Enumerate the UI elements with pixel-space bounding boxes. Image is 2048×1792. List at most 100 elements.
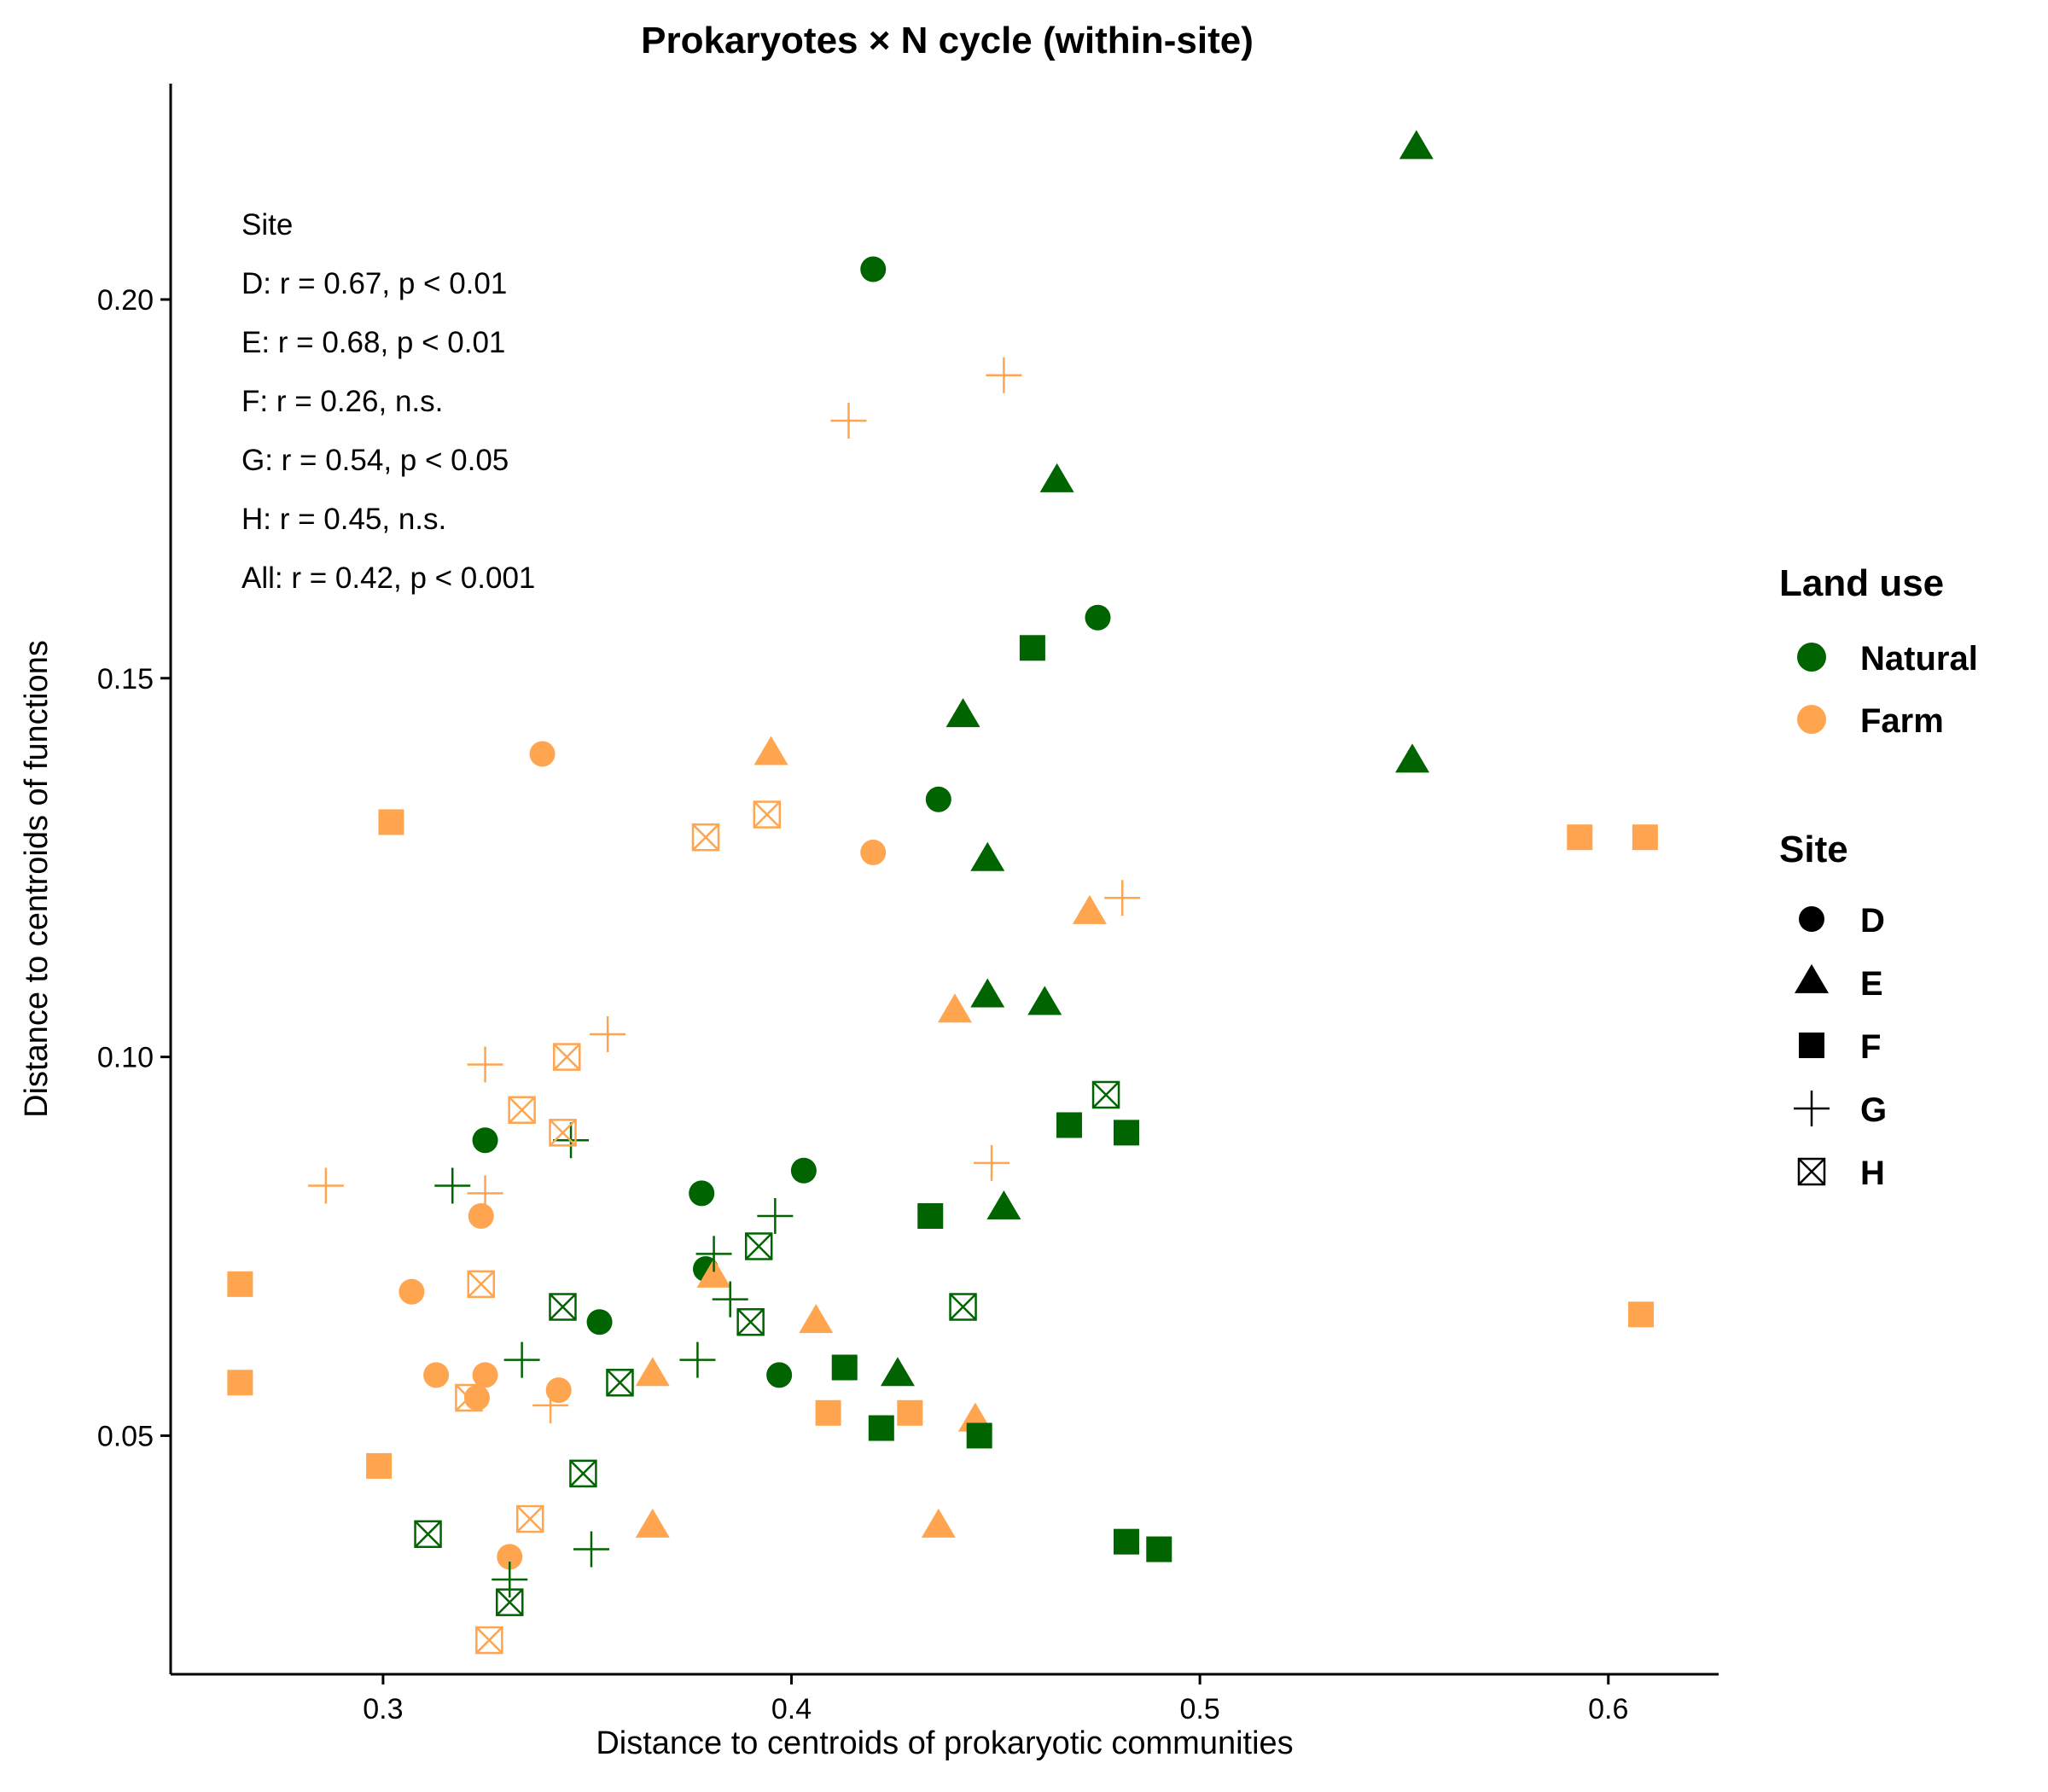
data-point [766,1362,793,1388]
data-point [949,1293,977,1321]
data-point [366,1452,393,1479]
data-point [467,1270,496,1299]
y-axis-title: Distance to centroids of functions [19,640,55,1118]
data-point [1113,1528,1139,1555]
annotation-line-d: D: r = 0.67, p < 0.01 [241,267,507,300]
series-farm-g [307,357,1141,1423]
annotation-line-h: H: r = 0.45, n.s. [241,503,446,536]
legend-key-site-g [1794,1091,1830,1126]
series-farm-f [227,809,1658,1479]
data-point [970,841,1005,871]
legend-site-title: Site [1779,829,1848,870]
data-point [635,1357,670,1387]
x-tick-label: 0.5 [1180,1693,1220,1725]
data-point [831,1354,858,1381]
data-point [757,1197,794,1234]
data-point [860,256,887,282]
data-point [695,1236,732,1272]
y-ticks: 0.05 0.10 0.15 0.20 [97,284,171,1452]
data-point [1567,824,1593,851]
data-point [1395,743,1430,773]
data-point [496,1588,524,1616]
correlation-annotation: Site D: r = 0.67, p < 0.01 E: r = 0.68, … [241,208,535,595]
data-point [463,1385,490,1411]
series-natural-g [434,1122,794,1598]
data-point [945,698,980,728]
data-point [1039,463,1074,492]
data-point [569,1459,597,1488]
legend-key-site-d [1799,906,1824,932]
data-point [467,1175,503,1212]
data-point [227,1370,253,1396]
data-point [880,1357,915,1387]
data-point [503,1341,540,1378]
data-point [937,993,972,1023]
x-tick-label: 0.3 [363,1693,403,1725]
data-point [1632,824,1658,851]
legend-key-site-h [1797,1157,1826,1186]
data-point [696,1258,731,1288]
data-point [475,1626,503,1655]
data-point [497,1544,523,1570]
data-point [549,1293,577,1321]
data-point [790,1157,817,1184]
data-point [508,1096,536,1124]
data-point [679,1341,716,1378]
data-point [635,1508,670,1538]
data-point [573,1531,609,1568]
data-point [917,1202,944,1229]
data-point [472,1362,498,1388]
data-point [921,1508,956,1538]
data-point [970,978,1005,1008]
legend-label-site-h: H [1860,1155,1885,1192]
data-point [492,1562,528,1598]
data-points [227,130,1658,1655]
data-point [467,1046,503,1083]
data-point [414,1520,442,1549]
series-natural-e [880,130,1434,1387]
legend-label-site-d: D [1860,902,1885,940]
data-point [691,823,720,852]
chart-title: Prokaryotes × N cycle (within-site) [641,20,1254,61]
data-point [830,402,867,439]
data-point [1113,1120,1139,1146]
data-point [1027,986,1062,1015]
legend-key-site-f [1799,1033,1824,1058]
series-natural-d [472,256,1111,1388]
x-tick-label: 0.6 [1588,1693,1628,1725]
series-natural-f [831,635,1172,1562]
x-axis-title: Distance to centroids of prokaryotic com… [596,1725,1293,1761]
data-point [468,1202,494,1229]
data-point [736,1308,765,1336]
data-point [1628,1301,1655,1328]
data-point [590,1015,626,1052]
data-point [966,1423,992,1449]
y-tick-label: 0.05 [97,1420,154,1452]
series-farm-h [455,800,782,1655]
data-point [455,1383,483,1412]
data-point [986,1190,1021,1220]
data-point [1146,1536,1172,1562]
data-point [1399,130,1434,160]
axes [169,84,1719,1676]
annotation-line-g: G: r = 0.54, p < 0.05 [241,444,509,477]
data-point [378,809,404,835]
data-point [529,741,556,767]
annotation-title: Site [241,208,293,241]
x-tick-label: 0.4 [771,1693,812,1725]
data-point [689,1180,715,1207]
data-point [868,1415,894,1441]
legend-key-natural [1797,643,1826,672]
legend-label-site-f: F [1860,1028,1881,1066]
data-point [753,800,782,829]
y-tick-label: 0.10 [97,1042,154,1074]
x-ticks: 0.3 0.4 0.5 0.6 [363,1674,1628,1725]
data-point [532,1387,569,1423]
data-point [549,1119,577,1147]
data-point [606,1369,634,1397]
data-point [307,1167,344,1204]
data-point [1019,635,1045,661]
